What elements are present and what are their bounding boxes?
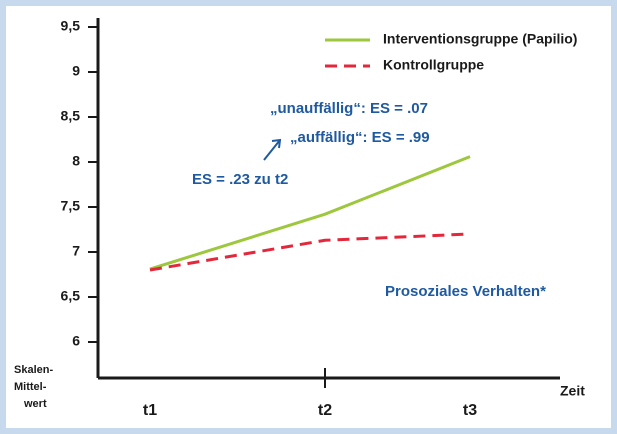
- y-tick-label: 8,5: [61, 108, 81, 124]
- legend-label: Interventionsgruppe (Papilio): [383, 31, 577, 47]
- y-axis-label-line: Skalen-: [14, 364, 53, 376]
- annotation: Prosoziales Verhalten*: [385, 283, 546, 300]
- annotation: „unauffällig“: ES = .07: [270, 100, 428, 117]
- y-axis-label-line: Mittel-: [14, 381, 47, 393]
- x-tick-label: t3: [463, 402, 477, 419]
- y-tick-label: 8: [72, 153, 80, 169]
- y-tick-label: 9,5: [61, 18, 81, 34]
- y-tick-label: 7: [72, 243, 80, 259]
- series-line: [149, 232, 471, 272]
- x-tick-label: t1: [143, 402, 157, 419]
- legend-label: Kontrollgruppe: [383, 57, 484, 73]
- y-axis-label: Skalen- Mittel- wert: [14, 364, 53, 410]
- y-tick-label: 7,5: [61, 198, 81, 214]
- annotation: ES = .23 zu t2: [192, 171, 288, 188]
- y-axis-label-line: wert: [23, 398, 47, 410]
- arrow: [263, 138, 282, 161]
- y-tick-label: 6: [72, 333, 80, 349]
- x-axis-label: Zeit: [560, 383, 585, 399]
- annotation: „auffällig“: ES = .99: [290, 129, 430, 146]
- y-tick-label: 9: [72, 63, 80, 79]
- series-line: [149, 155, 471, 271]
- x-tick-label: t2: [318, 402, 332, 419]
- y-tick-label: 6,5: [61, 288, 81, 304]
